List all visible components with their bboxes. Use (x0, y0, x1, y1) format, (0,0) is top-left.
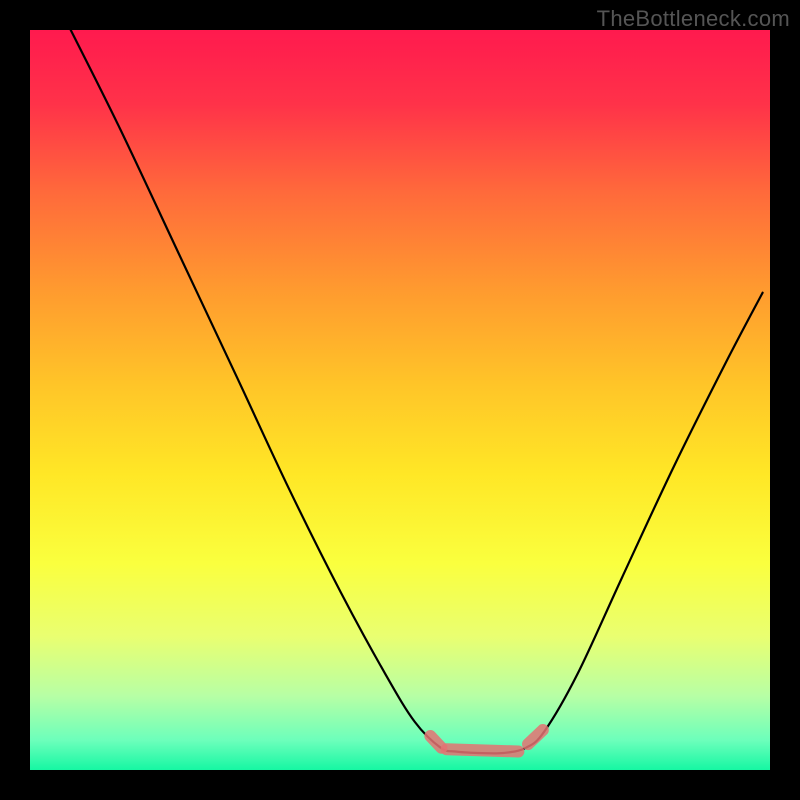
chart-svg (0, 0, 800, 800)
bottleneck-chart: TheBottleneck.com (0, 0, 800, 800)
watermark-text: TheBottleneck.com (597, 6, 790, 32)
plot-background (30, 30, 770, 770)
